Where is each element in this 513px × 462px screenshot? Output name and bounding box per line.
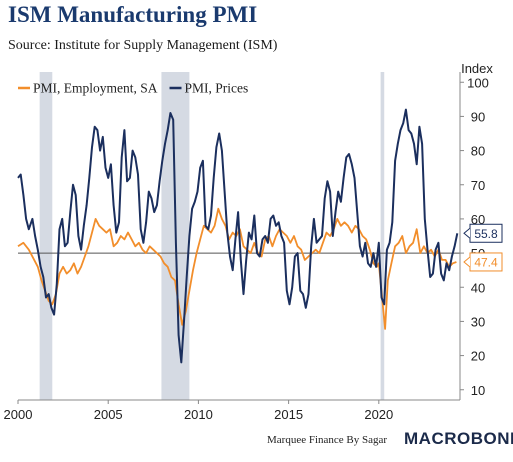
footer-credit: Marquee Finance By Sagar: [267, 434, 388, 446]
legend-label-0: PMI, Employment, SA: [33, 81, 158, 96]
y-tick-label: 80: [471, 144, 485, 159]
y-tick-label: 40: [471, 280, 485, 295]
recession-band-0: [39, 72, 53, 400]
x-tick-label: 2010: [184, 407, 213, 422]
axis-layer: Index10203040506070809010020002005201020…: [4, 61, 494, 422]
y-axis-label: Index: [461, 61, 493, 76]
chart-subtitle: Source: Institute for Supply Management …: [8, 38, 278, 53]
last-value-pointer-0: [463, 256, 471, 268]
recession-band-2: [380, 72, 385, 400]
series-line-1: [17, 108, 459, 364]
last-value-pointer-1: [463, 227, 471, 239]
x-tick-label: 2000: [4, 407, 33, 422]
x-tick-label: 2005: [94, 407, 123, 422]
last-value-label-1: 55.8: [474, 227, 498, 241]
last-value-tags: 47.4 55.8: [463, 223, 503, 272]
y-tick-label: 70: [471, 178, 485, 193]
y-tick-label: 20: [471, 349, 485, 364]
legend: PMI, Employment, SA PMI, Prices: [18, 81, 248, 96]
y-tick-label: 30: [471, 314, 485, 329]
x-tick-label: 2020: [364, 407, 393, 422]
last-value-label-0: 47.4: [474, 255, 498, 269]
chart-title: ISM Manufacturing PMI: [8, 2, 258, 27]
y-tick-label: 10: [471, 383, 485, 398]
series-line-0: [17, 207, 457, 330]
x-tick-label: 2015: [274, 407, 303, 422]
legend-label-1: PMI, Prices: [185, 81, 249, 96]
brand-logo: MACROBOND: [404, 429, 513, 448]
y-tick-label: 90: [471, 109, 485, 124]
series-layer: [17, 108, 459, 364]
y-tick-label: 60: [471, 212, 485, 227]
y-tick-label: 100: [467, 75, 489, 90]
